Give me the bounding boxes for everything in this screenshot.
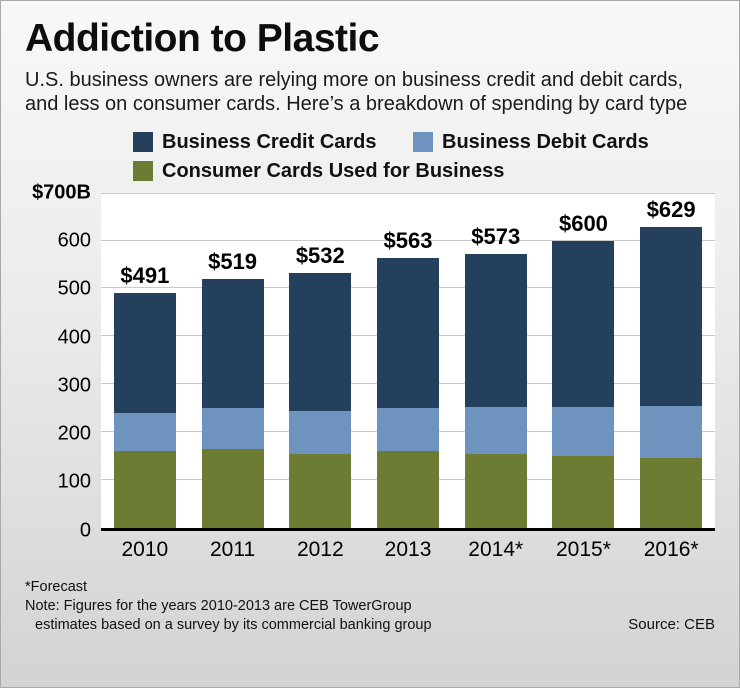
legend-item: Business Debit Cards [413,131,649,154]
y-tick-label: 300 [57,374,91,397]
bar-segment-debit [377,408,440,452]
legend-item: Business Credit Cards [133,131,413,154]
y-tick-label: 200 [57,422,91,445]
bar-2011: $519 [189,193,277,528]
x-tick-label: 2010 [121,537,169,561]
bar-segment-credit [201,279,264,409]
page-title: Addiction to Plastic [25,17,380,60]
bar-segment-debit [640,405,703,459]
bar-2013: $563 [364,193,452,528]
legend: Business Credit Cards Business Debit Card… [133,131,715,183]
bar-segment-consumer [640,458,703,528]
forecast-note: *Forecast [25,578,88,595]
bar-segment-consumer [552,455,615,528]
bar-total-label: $600 [558,210,608,236]
x-tick-label: 2011 [209,537,256,561]
x-tick-label: 2013 [384,537,432,561]
bar-segment-credit [640,226,703,406]
legend-label: Business Credit Cards [162,130,377,153]
note-line-2: estimates based on a survey by its comme… [35,616,432,633]
y-tick-label: 500 [57,277,91,300]
x-tick-label: 2016* [643,537,699,561]
legend-swatch [413,132,433,153]
bar-total-label: $491 [120,262,170,288]
bar-segment-credit [289,273,352,412]
bar-2010: $491 [101,193,189,528]
x-tick-label: 2012 [296,537,344,561]
x-tick-label: 2015* [556,537,611,561]
bar-2012: $532 [276,193,364,528]
legend-label: Business Debit Cards [442,130,649,153]
bar-segment-debit [113,412,176,452]
bars: $491 $519 $532 $563 $573 $600 $629 [101,193,715,528]
bar-2015: $600 [540,193,628,528]
chart-subtitle: U.S. business owners are relying more on… [25,68,688,116]
bar-segment-debit [201,408,264,449]
bar-2016: $629 [627,193,715,528]
gridline [101,192,715,194]
y-axis: 0 100 200 300 400 500 600 $700B [25,181,101,541]
legend-swatch [133,132,153,153]
bar-total-label: $519 [208,249,258,275]
source-credit: Source: CEB [628,616,715,634]
bar-segment-credit [113,292,176,413]
footnotes: *Forecast Note: Figures for the years 20… [25,578,715,635]
gridline [101,239,715,241]
bar-segment-consumer [377,451,440,528]
y-tick-label: 600 [57,229,91,252]
bar-segment-credit [552,240,615,407]
legend-swatch [133,161,153,182]
stacked-bar-chart: 0 100 200 300 400 500 600 $700B $491 $519 $532 $56… [25,181,715,541]
bar-segment-consumer [201,448,264,528]
legend-item: Consumer Cards Used for Business [133,160,649,183]
bar-segment-consumer [464,453,527,528]
note-line-1: Note: Figures for the years 2010-2013 ar… [25,597,412,614]
bar-segment-credit [464,253,527,408]
bar-segment-debit [289,411,352,454]
bar-segment-consumer [113,451,176,528]
bar-segment-debit [552,406,615,456]
footnote-text: *Forecast Note: Figures for the years 20… [25,578,432,635]
y-tick-label: 100 [57,470,91,493]
plot-area: $491 $519 $532 $563 $573 $600 $629 [101,192,715,531]
bar-total-label: $629 [646,196,696,222]
bar-segment-consumer [289,453,352,528]
bar-total-label: $563 [383,228,433,254]
bar-total-label: $573 [471,223,521,249]
x-axis: 2010 2011 2012 2013 2014* 2015* 2016* [101,538,715,562]
bar-2014: $573 [452,193,540,528]
y-tick-label: 0 [79,519,91,542]
x-tick-label: 2014* [468,537,524,561]
bar-segment-debit [464,407,527,454]
y-tick-label: 400 [57,326,91,349]
legend-label: Consumer Cards Used for Business [162,159,505,182]
bar-total-label: $532 [295,243,345,269]
bar-segment-credit [377,258,440,409]
y-axis-top-label: $700B [32,181,91,204]
